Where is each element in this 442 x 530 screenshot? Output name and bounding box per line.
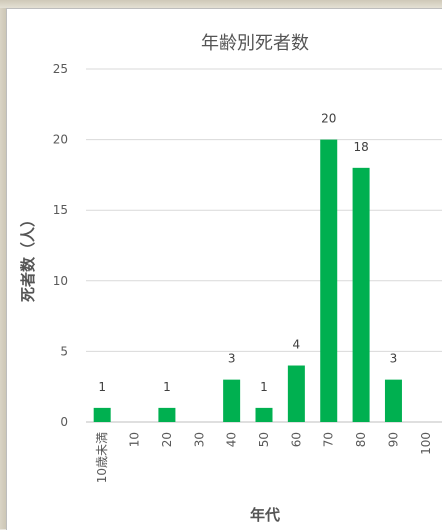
x-tick-label: 40: [225, 432, 239, 447]
x-axis-ticks: 10歳未満 10 20 30 40 50 60 70 80 90 100: [95, 432, 433, 483]
data-label: 1: [260, 380, 268, 394]
data-label: 3: [390, 352, 398, 366]
y-axis-title: 死者数（人）: [19, 212, 37, 302]
y-tick-label: 20: [53, 133, 68, 147]
x-tick-label: 10歳未満: [95, 432, 109, 483]
background-map-edge-top: [0, 0, 442, 8]
data-label: 18: [353, 140, 368, 154]
x-tick-label: 90: [386, 432, 400, 447]
bar: [93, 407, 111, 422]
y-axis-ticks: 0 5 10 15 20 25: [53, 62, 68, 429]
chart-title: 年齢別死者数: [201, 33, 309, 54]
bar: [384, 379, 402, 422]
x-axis-title: 年代: [250, 506, 280, 524]
bars: [93, 139, 402, 422]
data-labels: 1 1 3 1 4 20 18 3: [98, 112, 397, 394]
bar: [223, 379, 241, 422]
x-tick-label: 20: [160, 432, 174, 447]
bar: [352, 167, 370, 422]
y-tick-label: 15: [53, 203, 68, 217]
gridlines: [86, 68, 442, 423]
data-label: 1: [98, 380, 106, 394]
bar: [287, 365, 305, 422]
x-tick-label: 30: [192, 432, 206, 447]
y-tick-label: 5: [60, 344, 68, 358]
y-tick-label: 0: [60, 415, 68, 429]
x-tick-label: 50: [257, 432, 271, 447]
background-map-edge: [0, 0, 8, 529]
data-label: 4: [293, 338, 301, 352]
x-tick-label: 10: [128, 432, 142, 447]
y-tick-label: 25: [53, 62, 68, 76]
x-tick-label: 100: [419, 432, 433, 455]
data-label: 1: [163, 380, 171, 394]
x-tick-label: 70: [322, 432, 336, 447]
y-tick-label: 10: [53, 274, 68, 288]
bar: [255, 407, 273, 422]
x-tick-label: 80: [354, 432, 368, 447]
data-label: 20: [321, 112, 336, 126]
bar: [320, 139, 338, 422]
data-label: 3: [228, 352, 236, 366]
x-tick-label: 60: [289, 432, 303, 447]
bar: [158, 407, 176, 422]
